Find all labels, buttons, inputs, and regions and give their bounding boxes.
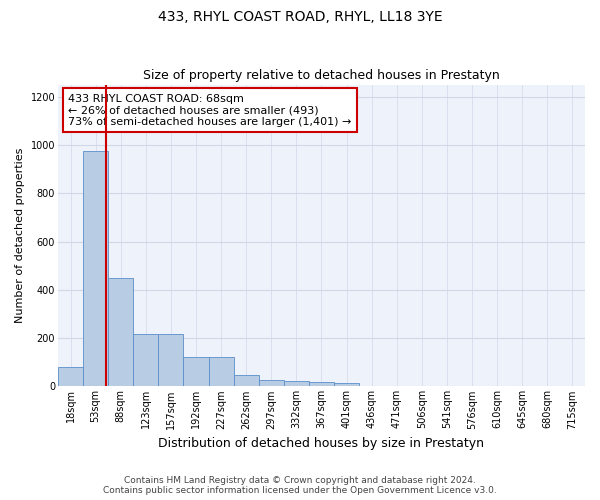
Bar [158, 334, 184, 386]
Bar [133, 334, 158, 386]
Bar [108, 278, 133, 386]
Text: Contains HM Land Registry data © Crown copyright and database right 2024.
Contai: Contains HM Land Registry data © Crown c… [103, 476, 497, 495]
Bar [309, 382, 334, 386]
Bar [184, 358, 209, 386]
Bar [83, 151, 108, 386]
Text: 433, RHYL COAST ROAD, RHYL, LL18 3YE: 433, RHYL COAST ROAD, RHYL, LL18 3YE [158, 10, 442, 24]
Y-axis label: Number of detached properties: Number of detached properties [15, 148, 25, 323]
Bar [209, 358, 233, 386]
Text: 433 RHYL COAST ROAD: 68sqm
← 26% of detached houses are smaller (493)
73% of sem: 433 RHYL COAST ROAD: 68sqm ← 26% of deta… [68, 94, 352, 127]
Title: Size of property relative to detached houses in Prestatyn: Size of property relative to detached ho… [143, 69, 500, 82]
Bar [334, 384, 359, 386]
Bar [259, 380, 284, 386]
X-axis label: Distribution of detached houses by size in Prestatyn: Distribution of detached houses by size … [158, 437, 484, 450]
Bar [58, 367, 83, 386]
Bar [284, 381, 309, 386]
Bar [233, 375, 259, 386]
